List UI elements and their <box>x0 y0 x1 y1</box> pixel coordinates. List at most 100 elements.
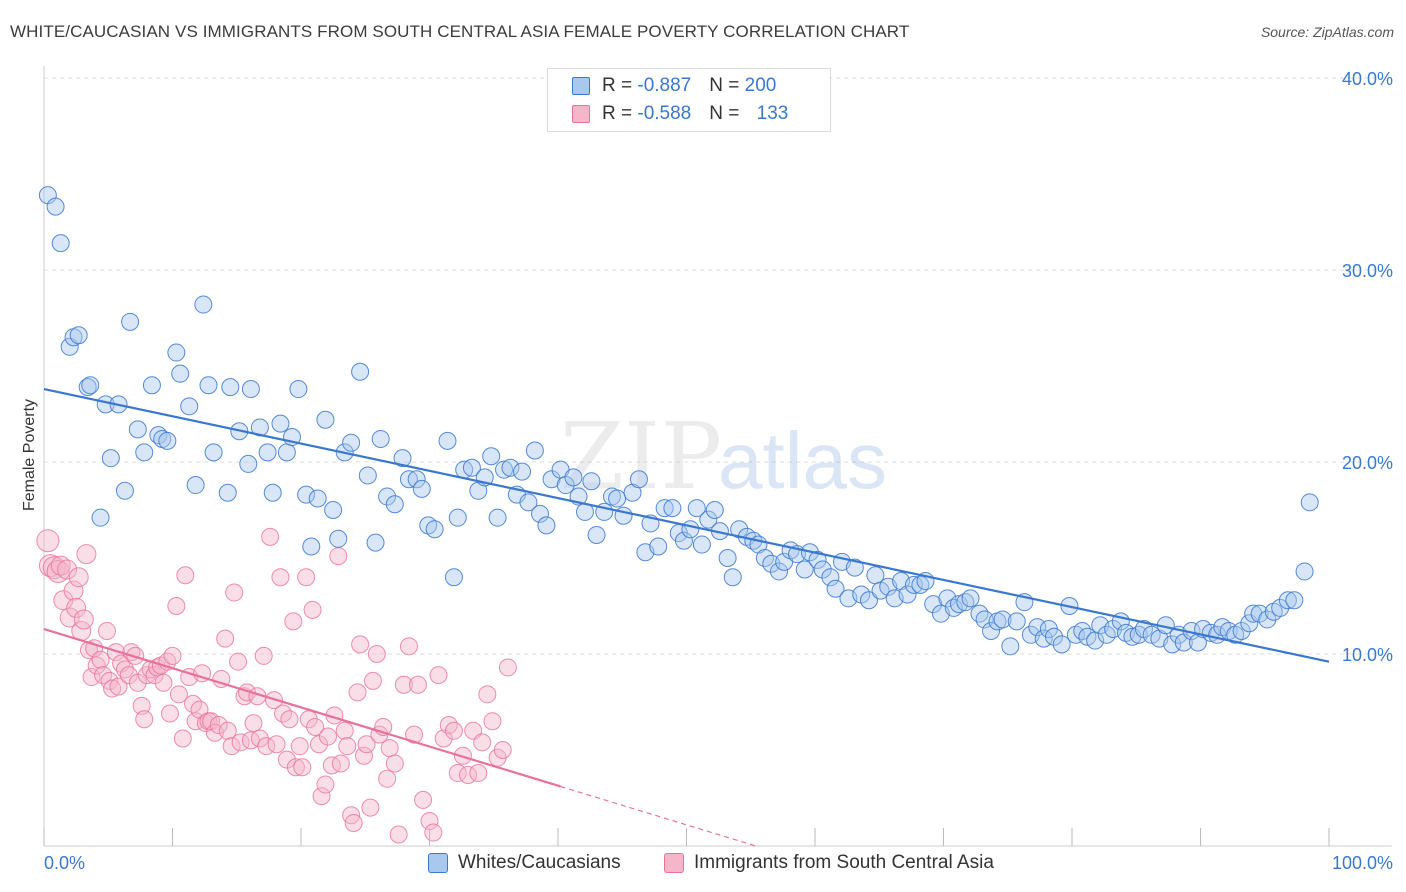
data-point-whites <box>699 510 718 529</box>
data-point-whites <box>371 429 390 448</box>
legend-r-label: R = <box>602 103 638 124</box>
data-point-immigrants <box>163 646 182 665</box>
data-point-immigrants <box>280 710 299 729</box>
data-point-whites <box>898 585 917 604</box>
data-point-immigrants <box>135 710 154 729</box>
legend-r-label: R = <box>602 75 638 96</box>
data-point-immigrants <box>312 787 331 806</box>
data-point-immigrants <box>225 583 244 602</box>
data-point-whites <box>1052 635 1071 654</box>
data-point-whites <box>329 529 348 548</box>
data-point-whites <box>629 470 648 489</box>
data-point-immigrants <box>254 646 273 665</box>
data-point-whites <box>938 589 957 608</box>
data-point-whites <box>444 568 463 587</box>
data-point-whites <box>1300 493 1319 512</box>
data-point-immigrants <box>338 737 357 756</box>
data-point-whites <box>663 499 682 518</box>
data-point-immigrants <box>82 668 101 687</box>
data-point-immigrants <box>241 731 260 750</box>
grid-lines <box>44 77 1392 655</box>
data-point-immigrants <box>420 812 439 831</box>
data-point-whites <box>263 483 282 502</box>
trend-lines <box>43 387 1330 847</box>
data-point-immigrants <box>290 737 309 756</box>
data-point-whites <box>525 441 544 460</box>
data-point-immigrants <box>367 645 386 663</box>
data-point-whites <box>1073 621 1092 640</box>
data-point-immigrants <box>250 729 269 748</box>
data-point-whites <box>186 476 205 495</box>
x-tick-label: 0.0% <box>44 853 85 873</box>
data-point-whites <box>366 533 385 552</box>
data-point-immigrants <box>63 580 84 601</box>
data-point-whites <box>358 466 377 485</box>
data-point-immigrants <box>109 677 128 696</box>
data-point-whites <box>221 378 240 397</box>
legend-row-whites: R = -0.887 N = 200 <box>572 75 776 97</box>
data-point-whites <box>1258 610 1277 629</box>
data-point-whites <box>1271 598 1290 617</box>
data-point-whites <box>128 420 147 439</box>
data-point-whites <box>218 483 237 502</box>
data-point-immigrants <box>50 555 71 576</box>
data-point-whites <box>655 499 674 518</box>
data-point-whites <box>351 362 370 381</box>
data-point-whites <box>180 397 199 416</box>
legend-r-value: -0.887 <box>637 75 692 96</box>
data-point-whites <box>167 343 186 362</box>
data-point-immigrants <box>216 629 235 648</box>
data-point-immigrants <box>76 544 97 565</box>
data-point-immigrants <box>176 566 195 585</box>
data-point-whites <box>302 537 321 556</box>
data-point-immigrants <box>277 750 296 769</box>
data-point-whites <box>556 476 575 495</box>
data-point-whites <box>531 504 550 523</box>
legend-swatch-pink <box>572 105 590 123</box>
data-point-whites <box>949 595 968 614</box>
tick-labels: 10.0% 20.0% 30.0% 40.0% 0.0% 100.0% <box>44 69 1393 873</box>
data-point-whites <box>1285 591 1304 610</box>
data-point-whites <box>687 499 706 518</box>
data-point-immigrants <box>167 597 186 615</box>
data-point-immigrants <box>222 737 241 756</box>
legend-item-whites: Whites/Caucasians <box>428 852 621 874</box>
data-point-immigrants <box>286 758 305 777</box>
data-point-whites <box>537 516 556 535</box>
data-point-whites <box>1045 627 1064 646</box>
axes <box>43 66 1392 847</box>
y-axis-label: Female Poverty <box>21 399 38 511</box>
data-point-immigrants <box>318 727 337 746</box>
data-point-whites <box>904 575 923 594</box>
data-point-immigrants <box>394 675 413 694</box>
data-point-whites <box>982 621 1001 640</box>
data-point-whites <box>199 376 218 395</box>
data-point-whites <box>385 495 404 514</box>
y-tick-label: 40.0% <box>1342 69 1393 89</box>
data-point-whites <box>495 460 514 479</box>
data-point-whites <box>821 568 840 587</box>
data-point-immigrants <box>303 600 322 619</box>
data-point-whites <box>608 489 627 508</box>
data-point-immigrants <box>363 671 382 690</box>
data-point-whites <box>564 468 583 487</box>
data-point-whites <box>519 493 538 512</box>
legend-swatch-blue <box>428 853 448 873</box>
data-point-whites <box>808 550 827 569</box>
data-point-immigrants <box>478 685 497 704</box>
data-point-whites <box>46 197 65 216</box>
blue-series-points <box>38 186 1319 656</box>
data-point-whites <box>239 454 258 473</box>
data-point-immigrants <box>103 679 122 698</box>
data-point-immigrants <box>73 609 94 630</box>
legend-label-whites: Whites/Caucasians <box>458 852 621 873</box>
data-point-whites <box>705 501 724 519</box>
data-point-whites <box>993 610 1012 629</box>
legend-row-immigrants: R = -0.588 N = 133 <box>572 103 788 125</box>
data-point-whites <box>438 431 457 450</box>
legend-item-immigrants: Immigrants from South Central Asia <box>664 852 994 874</box>
data-point-immigrants <box>348 683 367 702</box>
data-point-immigrants <box>229 652 248 671</box>
data-point-whites <box>1232 621 1251 640</box>
data-point-whites <box>78 378 97 397</box>
